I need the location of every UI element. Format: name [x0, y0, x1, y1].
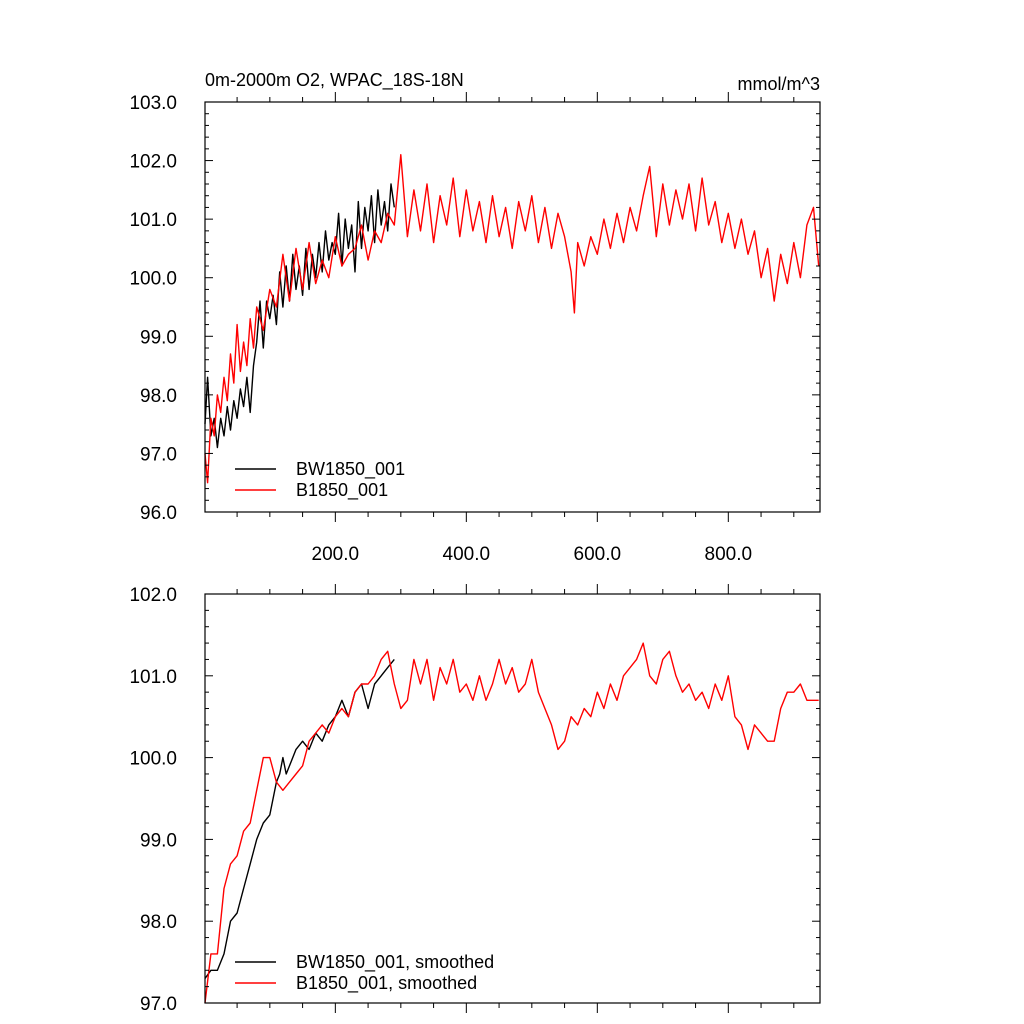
legend-label: B1850_001 [296, 480, 388, 501]
legend-label: BW1850_001 [296, 459, 405, 480]
plot-frame [204, 101, 821, 513]
y-tick-label: 98.0 [140, 912, 177, 933]
y-tick-label: 99.0 [140, 327, 177, 348]
y-tick-label: 99.0 [140, 830, 177, 851]
y-tick-label: 97.0 [140, 444, 177, 465]
y-tick-label: 103.0 [129, 93, 177, 114]
y-tick-label: 96.0 [140, 503, 177, 524]
x-tick-label: 400.0 [443, 544, 491, 565]
y-tick-label: 101.0 [129, 667, 177, 688]
x-tick-label: 200.0 [312, 544, 360, 565]
series-line-bw1850 [204, 183, 395, 449]
series-line-bw1850 [204, 658, 395, 979]
y-tick-label: 102.0 [129, 152, 177, 173]
legend-label: BW1850_001, smoothed [296, 952, 494, 973]
legend-label: B1850_001, smoothed [296, 973, 477, 994]
series-line-b1850 [204, 642, 819, 1004]
y-tick-label: 98.0 [140, 386, 177, 407]
x-tick-label: 600.0 [574, 544, 622, 565]
y-tick-label: 102.0 [129, 585, 177, 606]
top-panel: 96.0 97.0 98.0 99.0 100.0 101.0 102.0 103.0 200.… [129, 70, 821, 565]
series-line-b1850 [204, 153, 820, 484]
x-tick-label: 800.0 [705, 544, 753, 565]
chart-title: 0m-2000m O2, WPAC_18S-18N [205, 70, 464, 91]
plot-frame [204, 593, 821, 1004]
y-tick-label: 100.0 [129, 749, 177, 770]
bottom-panel: 97.0 98.0 99.0 100.0 101.0 102.0 BW1850_001, s… [129, 584, 821, 1015]
y-tick-label: 100.0 [129, 269, 177, 290]
units-label: mmol/m^3 [738, 74, 820, 94]
y-tick-label: 97.0 [140, 994, 177, 1015]
y-tick-label: 101.0 [129, 210, 177, 231]
